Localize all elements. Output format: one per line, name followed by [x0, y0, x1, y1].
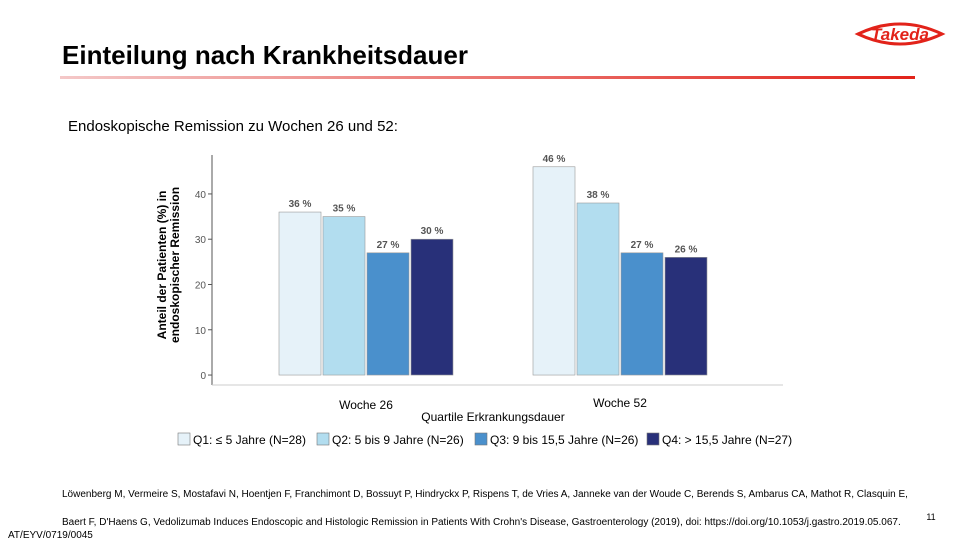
legend-label: Q1: ≤ 5 Jahre (N=28): [193, 433, 306, 447]
x-axis-title: Quartile Erkrankungsdauer: [421, 410, 564, 424]
y-tick-label: 40: [195, 190, 207, 201]
bar: [410, 238, 454, 376]
y-tick-label: 30: [195, 235, 207, 246]
value-label: 38 %: [587, 190, 610, 201]
bar: [620, 252, 664, 376]
value-label: 46 %: [543, 154, 566, 165]
y-tick-label: 10: [195, 326, 207, 337]
value-label: 35 %: [333, 204, 356, 215]
page-number: 11: [926, 512, 935, 522]
y-axis-title: Anteil der Patienten (%) in endoskopisch…: [155, 187, 182, 343]
bar: [366, 252, 410, 376]
x-tick-label: Woche 52: [593, 396, 647, 410]
value-label: 27 %: [631, 240, 654, 251]
legend-swatch: [177, 432, 191, 446]
x-tick-label: Woche 26: [339, 398, 393, 412]
legend-swatch: [316, 432, 330, 446]
bar: [532, 166, 576, 376]
bar: [278, 211, 322, 376]
value-label: 27 %: [377, 240, 400, 251]
subtitle: Endoskopische Remission zu Wochen 26 und…: [68, 118, 398, 135]
value-label: 36 %: [289, 199, 312, 210]
legend-swatch: [646, 432, 660, 446]
value-label: 26 %: [675, 244, 698, 255]
reference-line: Baert F, D'Haens G, Vedolizumab Induces …: [62, 517, 901, 528]
value-label: 30 %: [421, 226, 444, 237]
logo: Takeda: [854, 22, 946, 46]
legend-swatch: [474, 432, 488, 446]
bar: [664, 257, 708, 376]
title-rule: [60, 76, 915, 79]
bar: [322, 216, 366, 376]
legend-label: Q4: > 15,5 Jahre (N=27): [662, 433, 792, 447]
y-tick-label: 20: [195, 280, 207, 291]
legend-label: Q3: 9 bis 15,5 Jahre (N=26): [490, 433, 638, 447]
y-axis-title-line: Anteil der Patienten (%) in: [155, 191, 169, 340]
document-code: AT/EYV/0719/0045: [8, 530, 93, 540]
reference-line: Löwenberg M, Vermeire S, Mostafavi N, Ho…: [62, 489, 908, 500]
y-axis-title-line: endoskopischer Remission: [168, 187, 182, 343]
legend-label: Q2: 5 bis 9 Jahre (N=26): [332, 433, 464, 447]
slide-title: Einteilung nach Krankheitsdauer: [62, 40, 468, 70]
logo-text: Takeda: [871, 25, 929, 44]
y-tick-label: 0: [200, 371, 206, 382]
bar: [576, 202, 620, 376]
